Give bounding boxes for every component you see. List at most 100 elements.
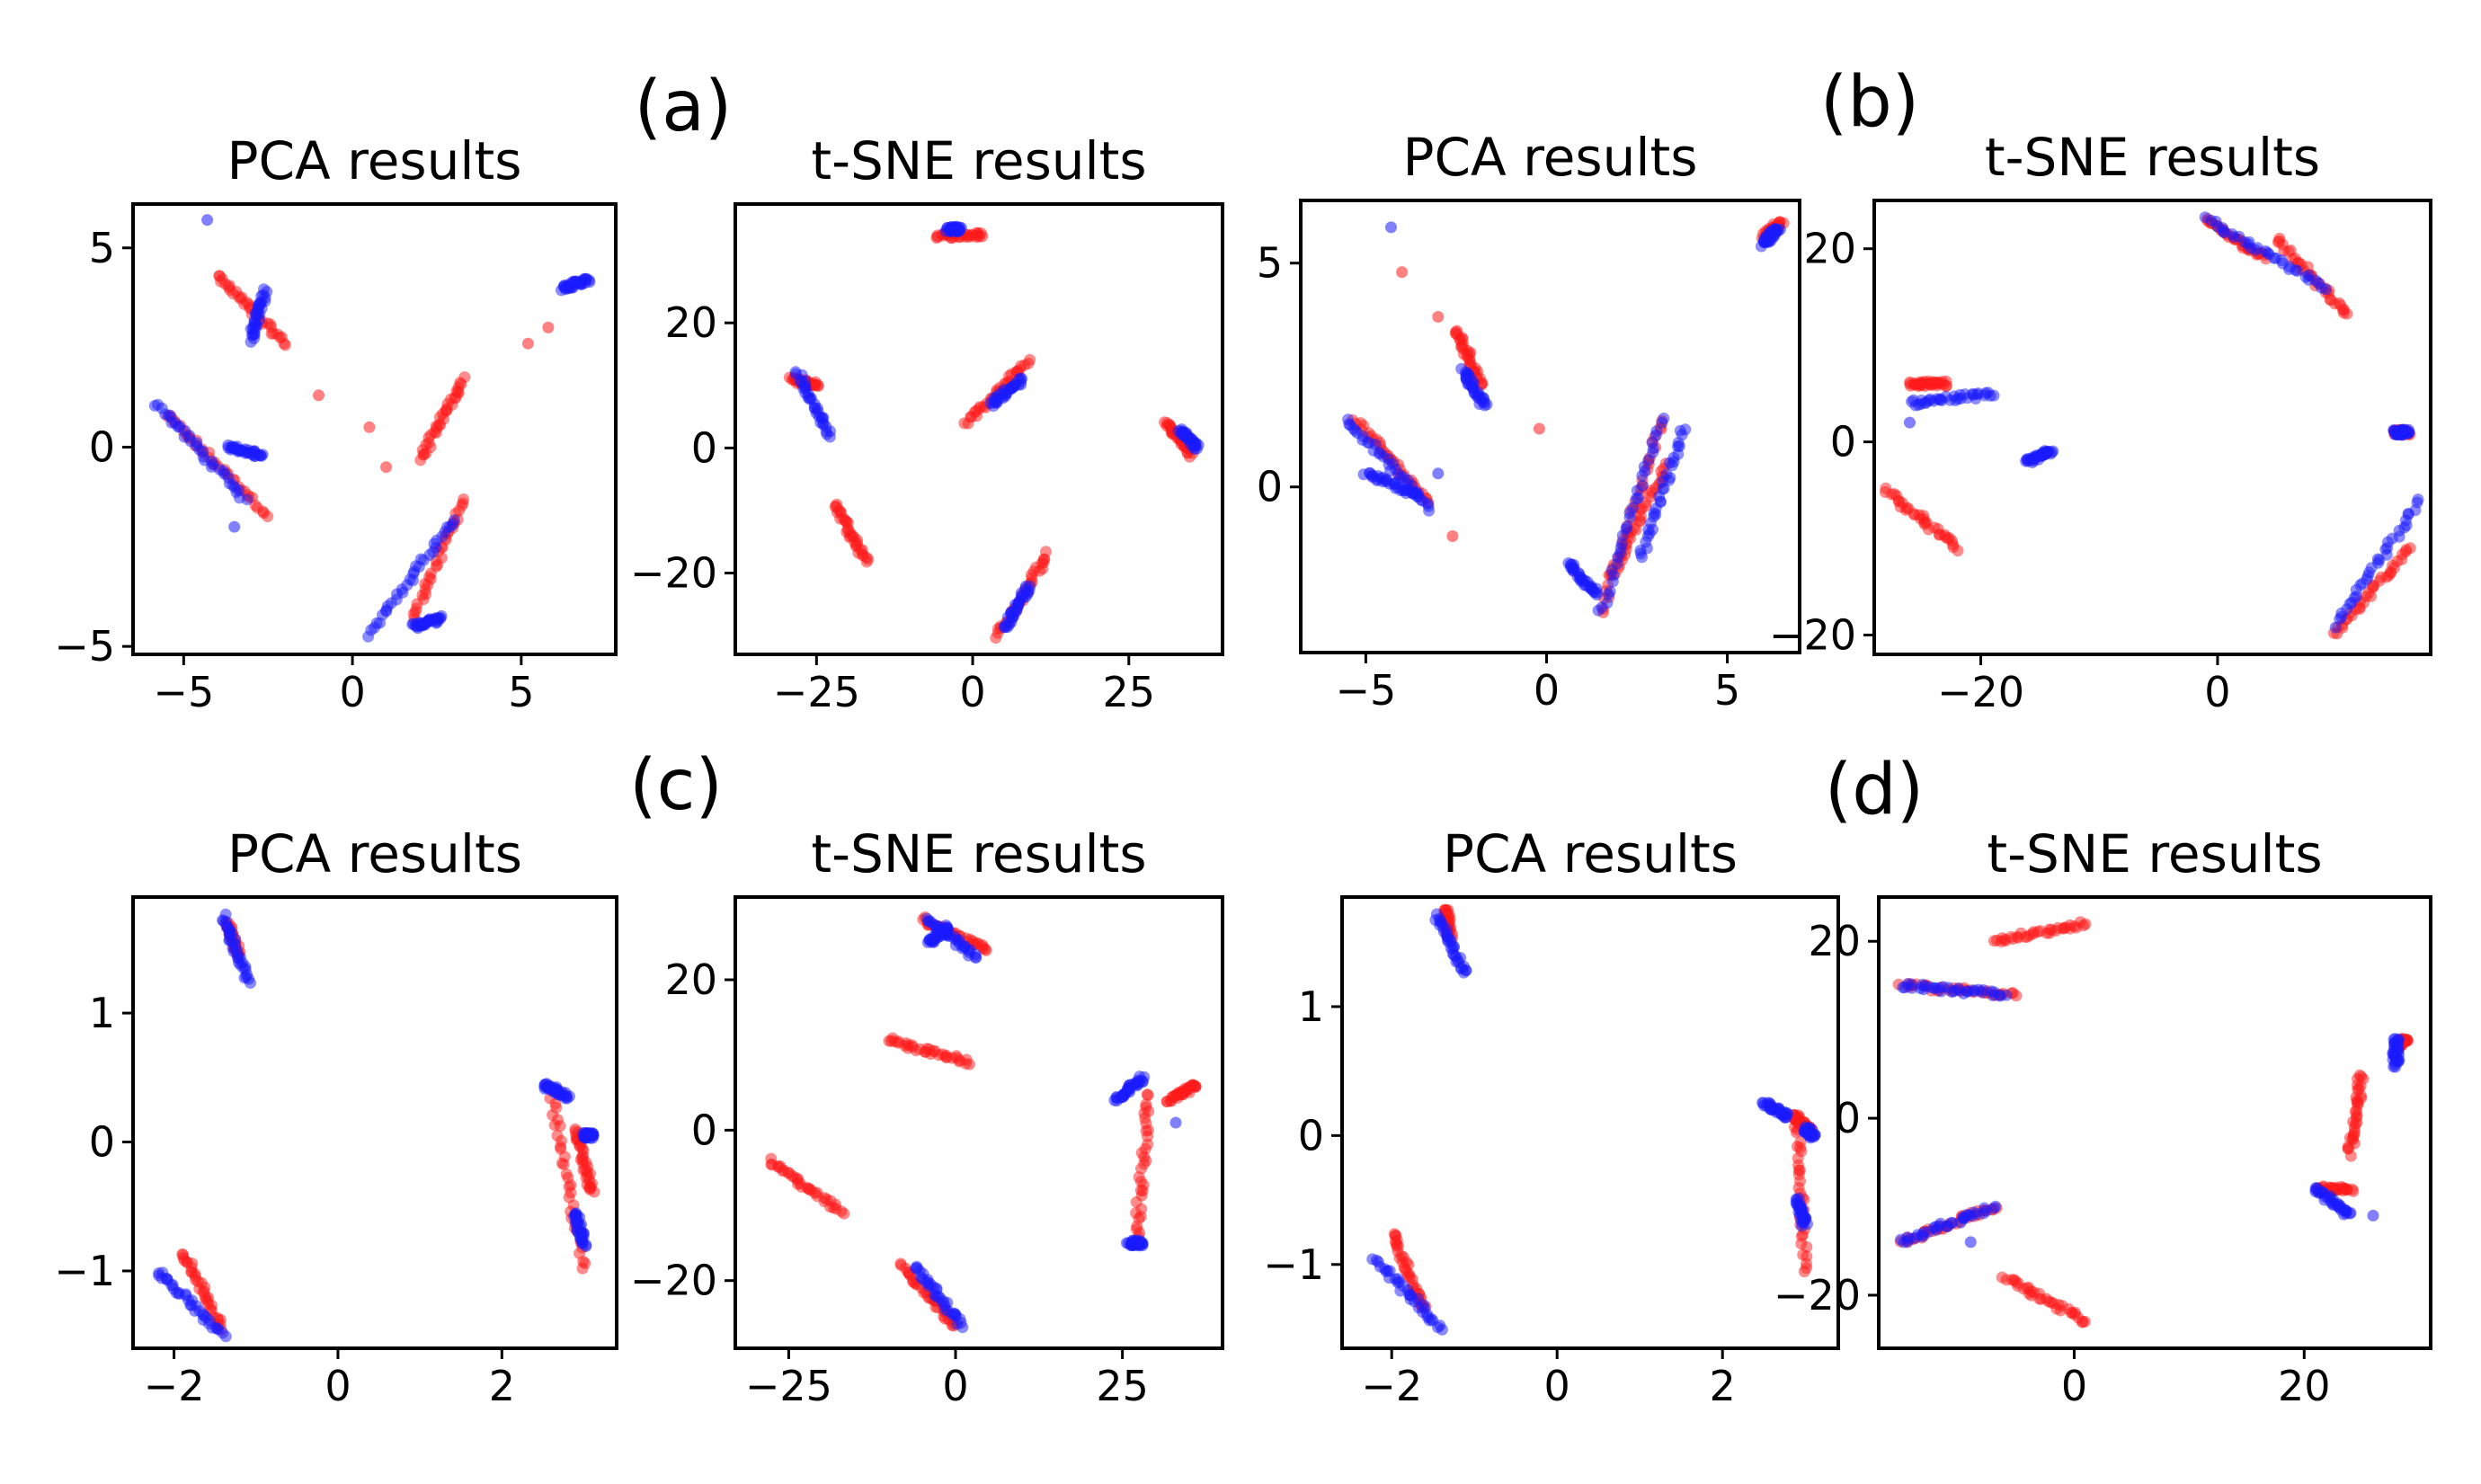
blue-point	[1809, 1129, 1821, 1142]
plot-frame	[1340, 895, 1840, 1350]
y-tick-label: −20	[1769, 611, 1856, 660]
blue-point	[1621, 520, 1633, 533]
red-point	[2077, 920, 2090, 932]
red-point	[1432, 311, 1445, 323]
blue-point	[584, 1132, 597, 1144]
x-tick-label: −5	[1335, 666, 1396, 715]
blue-point	[1989, 1200, 2002, 1213]
x-tick-label: 2	[1710, 1362, 1736, 1410]
x-tick-label: −2	[1361, 1362, 1422, 1410]
blue-point	[256, 449, 269, 461]
chart-panel-4: −20 0 −20 0 20 t-SNE results	[1769, 127, 2432, 716]
blue-point	[1436, 1323, 1448, 1336]
chart-panel-7: −2 0 2 −1 0 1 PCA results	[1263, 823, 1840, 1410]
y-tick-label: −1	[54, 1247, 115, 1295]
x-tick-label: 0	[1534, 666, 1560, 715]
y-tick-label: 0	[1835, 1094, 1861, 1142]
blue-point	[1601, 597, 1614, 609]
blue-point	[956, 1321, 969, 1334]
blue-point	[1136, 1238, 1149, 1250]
red-point	[1024, 353, 1036, 366]
blue-point	[1796, 1217, 1809, 1230]
blue-point	[1457, 966, 1470, 979]
blue-point	[1024, 580, 1036, 592]
plot-frame	[1299, 199, 1801, 654]
x-tick-label: 20	[2278, 1362, 2331, 1410]
x-tick-label: −25	[773, 668, 860, 716]
blue-point	[582, 274, 595, 287]
chart-title: PCA results	[227, 823, 522, 884]
red-point	[2347, 1185, 2360, 1197]
blue-point	[561, 1092, 574, 1105]
chart-title: t-SNE results	[1987, 823, 2322, 884]
blue-point	[1590, 586, 1603, 599]
chart-title: PCA results	[227, 130, 522, 191]
red-point	[860, 555, 873, 568]
red-point	[812, 380, 824, 393]
red-point	[1040, 546, 1052, 558]
x-tick-label: 0	[959, 668, 985, 716]
y-tick-label: 5	[1257, 239, 1283, 288]
blue-point	[1906, 978, 1917, 991]
red-point	[554, 1120, 566, 1133]
red-point	[542, 321, 555, 333]
red-point	[557, 1158, 570, 1170]
blue-point	[245, 977, 256, 989]
red-point	[521, 337, 534, 350]
y-tick-label: −20	[1774, 1271, 1861, 1320]
blue-point	[1774, 223, 1786, 235]
blue-point	[1479, 399, 1491, 412]
panel-label-d: (d)	[1825, 750, 1924, 831]
x-tick-label: −25	[745, 1362, 832, 1410]
red-point	[363, 421, 376, 433]
blue-point	[954, 221, 966, 234]
y-tick-label: −20	[630, 549, 717, 598]
chart-title: PCA results	[1443, 823, 1738, 884]
blue-point	[1636, 479, 1649, 492]
red-point	[1141, 1089, 1153, 1101]
chart-title: t-SNE results	[811, 823, 1146, 884]
y-tick-label: 20	[1808, 917, 1861, 965]
blue-point	[2344, 1206, 2357, 1219]
red-point	[458, 493, 470, 505]
panel-label-c: (c)	[629, 745, 723, 826]
red-point	[2344, 1150, 2357, 1162]
chart-title: PCA results	[1403, 127, 1698, 188]
blue-point	[1964, 1236, 1977, 1249]
x-tick-label: 25	[1102, 668, 1155, 716]
x-tick-label: 0	[942, 1362, 968, 1410]
red-point	[1187, 1079, 1199, 1091]
chart-title: t-SNE results	[811, 130, 1146, 191]
x-tick-label: −20	[1937, 668, 2024, 716]
blue-point	[1134, 1071, 1146, 1083]
y-tick-label: 0	[89, 422, 115, 471]
red-point	[1798, 1266, 1810, 1278]
blue-point	[1660, 468, 1673, 481]
red-point	[576, 1262, 589, 1275]
blue-point	[1432, 467, 1445, 480]
blue-point	[1627, 502, 1639, 514]
red-point	[313, 389, 325, 402]
red-point	[1952, 545, 1964, 557]
blue-point	[1169, 1116, 1182, 1129]
blue-point	[1188, 443, 1201, 455]
blue-point	[1385, 221, 1397, 234]
red-point	[963, 1058, 975, 1071]
red-point	[980, 944, 992, 956]
x-tick-label: 0	[325, 1362, 351, 1410]
blue-point	[2389, 1033, 2401, 1045]
red-point	[1940, 380, 1952, 393]
red-point	[380, 461, 393, 474]
red-point	[1446, 530, 1459, 542]
plot-frame	[734, 895, 1224, 1350]
blue-point	[1780, 1111, 1792, 1124]
y-tick-label: 5	[89, 224, 115, 272]
red-point	[2032, 926, 2044, 938]
blue-point	[1014, 376, 1027, 388]
y-tick-label: 20	[664, 955, 717, 1004]
x-tick-label: 0	[2061, 1362, 2087, 1410]
blue-point	[228, 520, 241, 533]
red-point	[262, 511, 274, 522]
x-tick-label: 25	[1096, 1362, 1149, 1410]
chart-title: t-SNE results	[1985, 127, 2320, 188]
